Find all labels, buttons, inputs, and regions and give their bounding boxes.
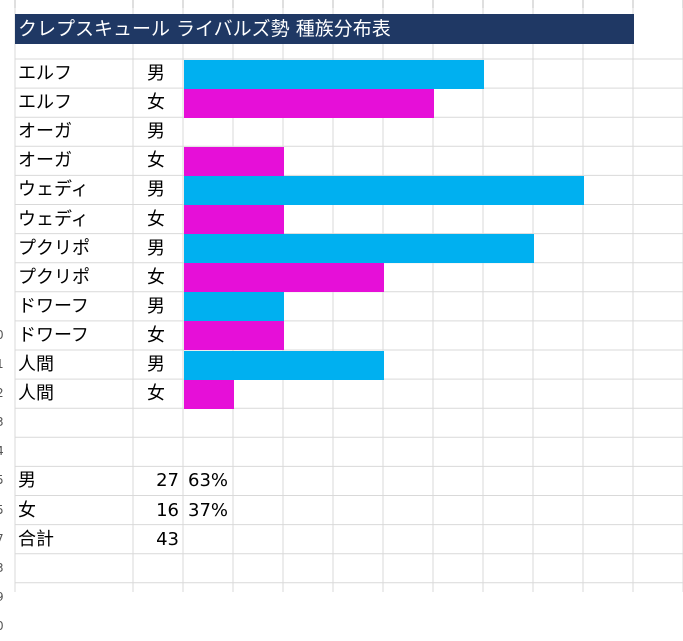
bar-female [184, 88, 434, 118]
bar-male [184, 350, 384, 380]
gender-label: 男 [147, 295, 165, 317]
bar-female [184, 263, 384, 293]
bar-female [184, 379, 234, 409]
race-label: ドワーフ [18, 295, 89, 317]
summary-percent: 63% [188, 470, 229, 492]
race-label: 人間 [18, 383, 54, 405]
spreadsheet-grid [14, 0, 683, 592]
row-number: 9 [0, 583, 8, 612]
gender-label: 女 [147, 266, 165, 288]
row-number: 1 [0, 350, 8, 379]
race-label: 人間 [18, 354, 54, 375]
row-number: 2 [0, 379, 8, 408]
row-number: 0 [0, 612, 8, 641]
row-number: 3 [0, 554, 8, 583]
race-label: ウェディ [18, 208, 89, 230]
row-number: 4 [0, 437, 8, 466]
race-label: プクリポ [18, 266, 90, 288]
summary-count: 16 [156, 499, 179, 521]
race-label: プクリポ [18, 237, 90, 259]
race-label: オーガ [18, 121, 72, 143]
gender-label: 男 [147, 354, 165, 375]
gender-label: 女 [147, 324, 165, 346]
race-label: オーガ [18, 150, 72, 172]
row-number: 7 [0, 525, 8, 554]
summary-count: 43 [156, 528, 179, 550]
bar-female [184, 321, 284, 351]
gender-label: 女 [147, 383, 165, 405]
summary-label: 合計 [18, 528, 54, 550]
summary-label: 女 [18, 499, 36, 521]
bar-male [184, 292, 284, 322]
summary-count: 27 [156, 470, 179, 492]
bar-female [184, 205, 284, 234]
bar-male [184, 59, 484, 89]
race-label: エルフ [18, 63, 72, 84]
gender-label: 男 [147, 237, 165, 259]
row-number: 5 [0, 466, 8, 495]
gender-label: 男 [147, 63, 165, 84]
gender-label: 女 [147, 150, 165, 172]
row-number: 5 [0, 496, 8, 525]
summary-label: 男 [18, 470, 36, 492]
bar-male [184, 175, 584, 205]
gender-label: 男 [147, 179, 165, 201]
gender-label: 女 [147, 208, 165, 230]
gender-label: 女 [147, 92, 165, 114]
page-title: クレプスキュール ライバルズ勢 種族分布表 [15, 14, 634, 44]
row-number: 3 [0, 408, 8, 437]
bar-female [184, 146, 284, 176]
race-label: エルフ [18, 92, 72, 114]
race-label: ウェディ [18, 179, 89, 201]
row-number: 0 [0, 321, 8, 350]
gender-label: 男 [147, 121, 165, 143]
summary-percent: 37% [188, 499, 229, 521]
bar-male [184, 234, 534, 264]
race-label: ドワーフ [18, 324, 89, 346]
